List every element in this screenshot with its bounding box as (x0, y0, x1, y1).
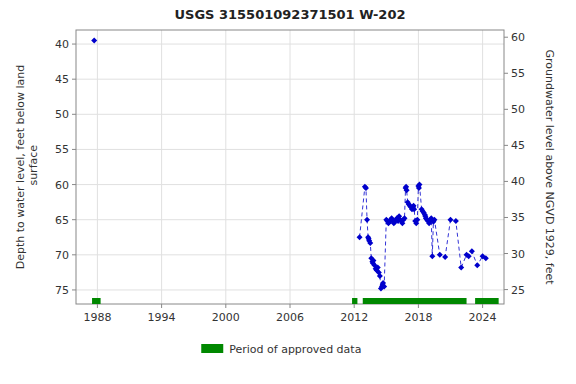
tick-y (72, 184, 76, 185)
tick-label-y: 55 (55, 143, 69, 156)
grid-line-x (418, 30, 419, 304)
tick-x (161, 304, 162, 308)
tick-y (72, 219, 76, 220)
tick-label-y: 45 (55, 73, 69, 86)
grid (76, 30, 504, 304)
grid-line-y (76, 184, 504, 185)
tick-y (72, 149, 76, 150)
grid-line-y (76, 114, 504, 115)
grid-line-x (290, 30, 291, 304)
grid-line-x (482, 30, 483, 304)
series-line (360, 185, 486, 289)
tick-x (97, 304, 98, 308)
tick-y (72, 79, 76, 80)
legend: Period of approved data (201, 343, 361, 356)
tick-label-y: 75 (55, 284, 69, 297)
tick-y (72, 114, 76, 115)
tick-label-y: 40 (55, 38, 69, 51)
grid-line-y (76, 289, 504, 290)
axes: 1988 1994 2000 2006 2012 2018 2024 40 45 50 55 60 65… (55, 31, 525, 324)
tick-label-y2: 25 (511, 284, 525, 297)
approved-period (363, 298, 467, 304)
grid-line-x (97, 30, 98, 304)
tick-label-x: 1994 (148, 311, 176, 324)
tick-label-x: 2000 (212, 311, 240, 324)
tick-x (225, 304, 226, 308)
tick-label-y2: 45 (511, 139, 525, 152)
grid-line-y (76, 79, 504, 80)
grid-line-x (225, 30, 226, 304)
approved-period (92, 298, 101, 304)
tick-label-y2: 35 (511, 211, 525, 224)
tick-x (354, 304, 355, 308)
marks (91, 38, 498, 304)
tick-label-y: 60 (55, 179, 69, 192)
tick-x (290, 304, 291, 308)
tick-y2 (504, 289, 508, 290)
y-axis-label-line: Depth to water level, feet below land (14, 65, 27, 270)
tick-y2 (504, 253, 508, 254)
tick-y2 (504, 181, 508, 182)
y2-axis-label: Groundwater level above NGVD 1929, feet (543, 49, 556, 285)
tick-y (72, 254, 76, 255)
data-point (91, 38, 97, 44)
legend-swatch (201, 344, 223, 353)
y-axis-label-line: surface (27, 145, 40, 189)
tick-y (72, 44, 76, 45)
tick-label-y2: 55 (511, 67, 525, 80)
chart-container: 1988 1994 2000 2006 2012 2018 2024 40 45 50 55 60 65… (0, 0, 576, 384)
approved-period (352, 298, 357, 304)
chart: 1988 1994 2000 2006 2012 2018 2024 40 45 50 55 60 65… (0, 0, 576, 384)
tick-y2 (504, 145, 508, 146)
grid-line-x (161, 30, 162, 304)
tick-y2 (504, 73, 508, 74)
tick-y (72, 289, 76, 290)
tick-label-y2: 60 (511, 31, 525, 44)
grid-line-y (76, 219, 504, 220)
tick-y2 (504, 109, 508, 110)
y-axis-label: Depth to water level, feet below land su… (14, 65, 40, 270)
tick-y2 (504, 37, 508, 38)
tick-x (482, 304, 483, 308)
plot-frame (76, 30, 504, 304)
grid-line-y (76, 44, 504, 45)
legend-label: Period of approved data (229, 343, 361, 356)
grid-line-y (76, 149, 504, 150)
tick-label-y2: 40 (511, 175, 525, 188)
tick-y2 (504, 217, 508, 218)
tick-label-x: 2018 (404, 311, 432, 324)
tick-label-x: 2006 (276, 311, 304, 324)
tick-label-x: 2012 (340, 311, 368, 324)
title: USGS 315501092371501 W-202 (175, 7, 406, 22)
data-point (458, 264, 464, 270)
tick-x (418, 304, 419, 308)
tick-label-y2: 50 (511, 103, 525, 116)
approved-period (475, 298, 499, 304)
grid-line-x (354, 30, 355, 304)
tick-label-y: 50 (55, 108, 69, 121)
tick-label-y2: 30 (511, 248, 525, 261)
tick-label-y: 65 (55, 214, 69, 227)
tick-label-x: 2024 (469, 311, 497, 324)
tick-label-y: 70 (55, 249, 69, 262)
data-point (483, 255, 489, 261)
tick-label-x: 1988 (83, 311, 111, 324)
